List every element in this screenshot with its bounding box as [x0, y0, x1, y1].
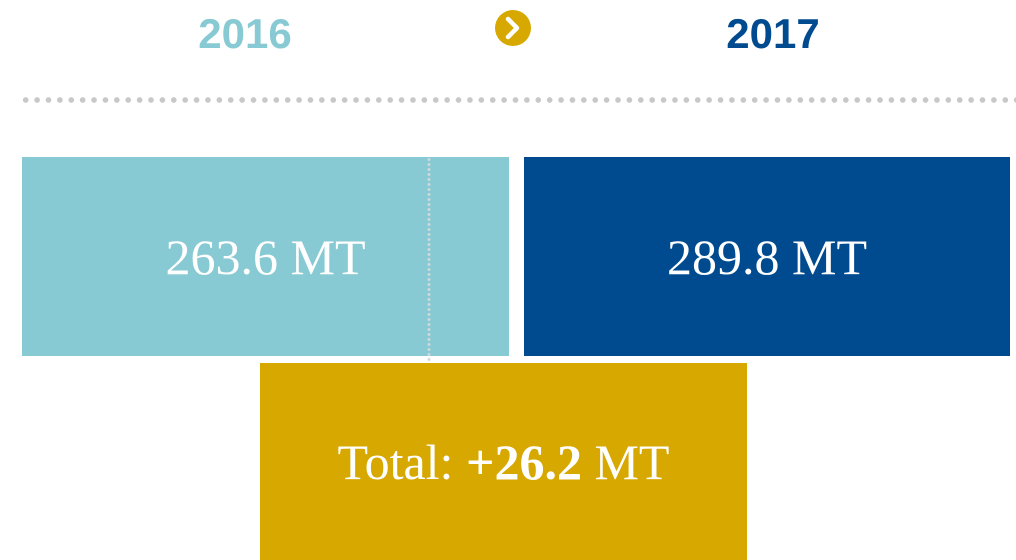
arrow-icon — [495, 10, 531, 46]
box-from: 263.6 MT — [22, 157, 509, 356]
total-value: +26.2 — [465, 433, 582, 490]
year-to: 2017 — [726, 10, 820, 57]
total-unit: MT — [594, 433, 670, 490]
box-text: 263.6 MT — [165, 228, 366, 285]
box-to: 289.8 MT — [524, 157, 1010, 356]
year-from: 2016 — [198, 10, 292, 57]
box-text: 289.8 MT — [667, 228, 867, 285]
divider — [20, 97, 1016, 103]
total-label: Total: — [337, 433, 454, 490]
box-total: Total: +26.2 MT — [260, 363, 747, 560]
center-line — [427, 157, 431, 363]
